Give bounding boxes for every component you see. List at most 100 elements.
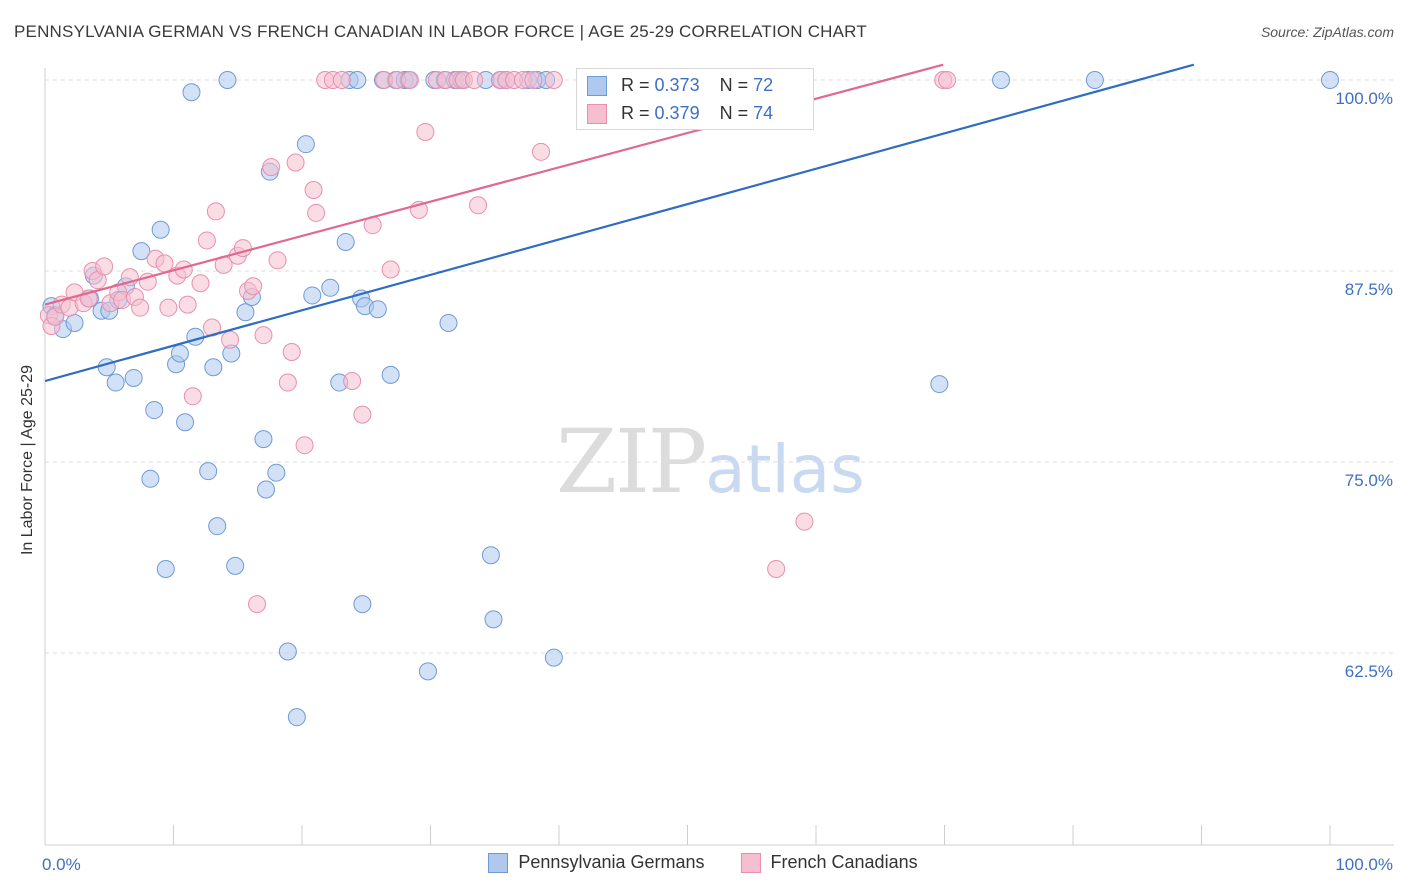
stats-box: R = 0.373 N = 72 R = 0.379 N = 74 [576,68,814,130]
french-canadian-point [254,326,273,345]
french-canadian-point [544,71,563,89]
pennsylvania-german-point [199,462,218,481]
pennsylvania-german-trendline [44,63,1195,383]
pennsylvania-german-point [208,517,227,536]
pennsylvania-german-point [481,546,500,565]
stats-r-label: R = [621,75,650,95]
legend-label: Pennsylvania Germans [518,852,705,872]
legend-label: French Canadians [770,852,918,872]
pennsylvania-german-point [65,313,84,332]
pennsylvania-german-point [484,610,503,629]
stats-n-label: N = [719,103,749,123]
french-canadian-point [282,342,301,361]
x-tick-label: 0.0% [42,855,81,874]
french-canadian-point [400,71,419,89]
pennsylvania-german-point [186,327,205,346]
french-canadian-point [248,595,267,614]
source-label: Source: ZipAtlas.com [1260,24,1394,40]
french-canadian-point [532,142,551,161]
pennsylvania-german-point [226,556,245,575]
pennsylvania-german-point [930,375,949,394]
pennsylvania-german-point [321,278,340,297]
french-canadian-point [197,231,216,250]
pennsylvania-german-point [236,303,255,322]
french-canadian-point [353,405,372,424]
pennsylvania-german-point [257,480,276,499]
watermark-atlas: atlas [705,431,865,508]
legend-item-french-canadians[interactable]: French Canadians [740,852,918,873]
x-tick-label: 100.0% [1335,855,1393,874]
stats-row-pennsylvania-germans: R = 0.373 N = 72 [587,75,773,96]
french-canadian-point [191,274,210,293]
pennsylvania-german-point [1321,71,1339,89]
pennsylvania-german-point [368,300,387,319]
french-canadian-point [286,153,305,172]
french-canadian-point [131,298,150,317]
legend: Pennsylvania Germans French Canadians [0,852,1406,873]
pennsylvania-german-point [303,286,322,305]
french-canadian-point [178,295,197,314]
french-canadian-point [767,559,786,578]
legend-swatch-blue [488,852,509,873]
pennsylvania-german-point [418,662,437,681]
pennsylvania-german-point [151,220,170,239]
stats-n-value: 74 [753,103,774,123]
pennsylvania-german-point [381,365,400,384]
pennsylvania-german-point [176,413,195,432]
stats-swatch-blue [587,75,607,96]
pennsylvania-german-point [544,648,563,667]
y-tick-label: 100.0% [1335,89,1393,108]
stats-r-label: R = [621,103,650,123]
pennsylvania-german-point [204,358,223,377]
pennsylvania-german-point [145,401,164,420]
pennsylvania-german-point [132,242,151,261]
stats-row-french-canadians: R = 0.379 N = 74 [587,103,773,124]
pennsylvania-german-point [170,344,189,363]
legend-item-pennsylvania-germans[interactable]: Pennsylvania Germans [488,852,705,873]
french-canadian-point [304,181,323,200]
pennsylvania-german-point [296,135,315,154]
y-tick-label: 75.0% [1345,471,1393,490]
y-tick-label: 62.5% [1345,662,1393,681]
y-tick-label: 87.5% [1345,280,1393,299]
stats-n-label: N = [719,75,749,95]
pennsylvania-german-point [182,83,201,102]
french-canadian-point [307,203,326,222]
french-canadian-point [416,122,435,141]
stats-n-value: 72 [753,75,774,95]
french-canadian-point [295,436,314,455]
french-canadian-point [278,373,297,392]
french-canadian-point [465,71,484,89]
french-canadian-point [795,512,814,531]
french-canadian-point [183,387,202,406]
french-canadian-point [244,277,263,296]
french-canadian-point [155,254,174,273]
french-canadian-point [343,372,362,391]
pennsylvania-german-point [348,71,367,89]
pennsylvania-german-point [156,559,175,578]
french-canadian-point [221,330,240,349]
french-canadian-point [206,202,225,221]
pennsylvania-german-point [124,368,143,387]
pennsylvania-german-point [287,708,306,727]
stats-swatch-pink [587,103,607,124]
pennsylvania-german-point [1085,71,1104,89]
pennsylvania-german-point [254,430,273,449]
pennsylvania-german-point [278,642,297,661]
french-canadian-point [262,158,281,177]
french-canadian-point [159,298,178,317]
pennsylvania-german-point [336,232,355,251]
chart-title: PENNSYLVANIA GERMAN VS FRENCH CANADIAN I… [14,22,867,41]
pennsylvania-german-point [992,71,1011,89]
pennsylvania-german-point [353,595,372,614]
french-canadian-point [268,251,287,270]
french-canadian-point [95,257,114,276]
pennsylvania-german-point [439,313,458,332]
pennsylvania-german-point [106,373,125,392]
french-canadian-point [381,260,400,279]
stats-r-value: 0.379 [654,103,700,123]
stats-r-value: 0.373 [654,75,700,95]
pennsylvania-german-point [141,469,160,488]
legend-swatch-pink [740,852,761,873]
